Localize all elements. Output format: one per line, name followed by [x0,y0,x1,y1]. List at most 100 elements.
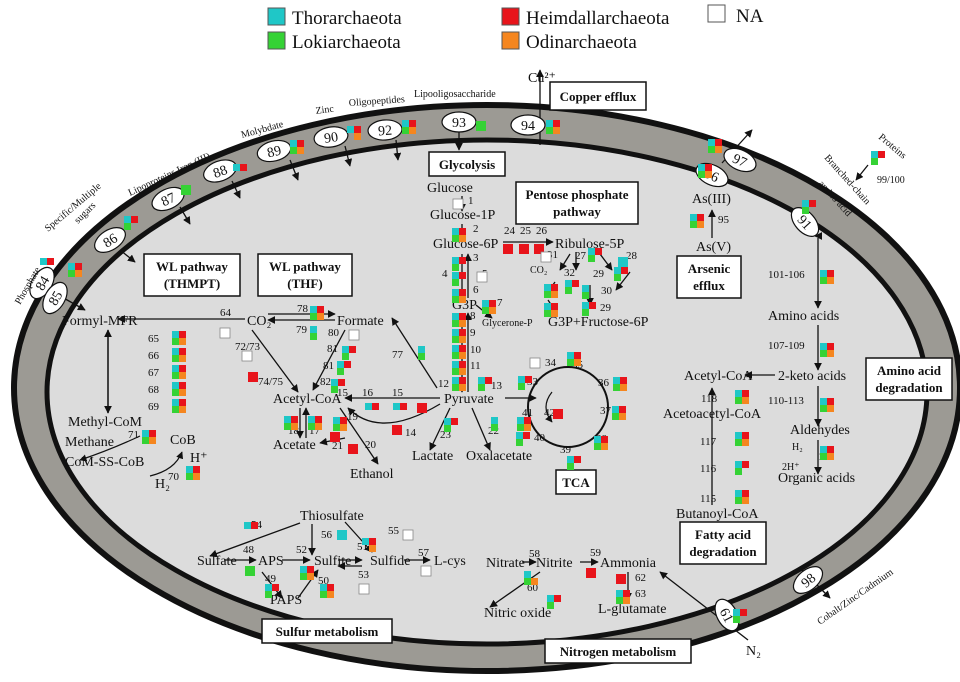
gene-presence-marker [393,403,407,410]
gene-presence-marker [594,436,608,450]
reaction-number: 67 [148,367,160,379]
metabolite-co_small: CO₂ [530,265,547,276]
gene-presence-marker [444,418,458,432]
transporter-id: 86 [101,231,121,251]
substrate-lipooligo: Lipooligosaccharide [414,89,496,100]
gene-presence-marker [820,446,834,460]
box-wl-thf: WL pathway (THF) [257,253,353,297]
reaction-number: 19 [347,411,359,423]
gene-presence-marker [586,568,596,578]
reaction-arrow [545,391,553,423]
reaction-number: 30 [601,285,613,297]
gene-presence-marker [362,538,376,552]
gene-presence-marker [452,313,466,327]
reaction-arrow [209,522,301,558]
reaction-number: 115 [700,493,717,505]
metabolite-ribulose5p: Ribulose-5P [555,237,624,252]
gene-presence-marker [517,417,531,431]
gene-presence-marker [735,461,749,475]
gene-presence-marker [124,216,138,230]
box-label: Nitrogen metabolism [560,644,677,659]
box-label: Pentose phosphate [526,187,629,202]
gene-presence-marker [452,345,466,359]
gene-presence-marker [310,326,317,340]
reaction-number: 2 [473,223,479,235]
reaction-number: 81 [323,360,334,372]
metabolite-butanoyl: Butanoyl-CoA [676,507,759,522]
box-label: efflux [693,278,725,293]
box-label: WL pathway [269,259,341,274]
reaction-number: 20 [365,439,377,451]
legend-label: Odinarchaeota [526,32,637,53]
box-label: (THMPT) [164,276,220,291]
reaction-number: 42 [544,407,555,419]
metabolite-acetylcoa: Acetyl-CoA [273,392,342,407]
legend-swatch [501,31,520,50]
box-label: (THF) [287,276,322,291]
gene-presence-marker [546,120,560,134]
metabolite-methane: Methane [65,435,114,450]
box-label: TCA [562,475,590,490]
metabolite-sulfite: Sulfite [314,554,351,569]
transporter-90: 90 [313,126,349,148]
gene-presence-marker [544,284,558,298]
transporter-id: 97 [730,152,749,172]
reaction-number: 68 [148,384,160,396]
gene-presence-marker [330,432,340,442]
transporter-98: 98 [792,566,824,594]
gene-presence-marker [708,139,722,153]
legend-label: Lokiarchaeota [292,32,401,53]
box-pentose: Pentose phosphate pathway [515,181,639,225]
reaction-number: 78 [297,303,309,315]
metabolite-formate: Formate [337,314,384,329]
box-nitrogen: Nitrogen metabolism [544,638,692,664]
reaction-arrow [231,180,241,199]
metabolite-as5: As(V) [696,240,731,255]
reaction-number: 49 [265,573,277,585]
gene-presence-marker [452,377,466,391]
gene-presence-marker [588,248,602,262]
gene-presence-marker [540,251,552,263]
gene-presence-marker [519,244,529,254]
gene-presence-marker [420,565,432,577]
reaction-number: 29 [593,268,605,280]
metabolite-glucose1p: Glucose-1P [430,208,496,223]
legend-swatch [501,7,520,26]
reaction-number: 25 [520,225,532,237]
gene-presence-marker [567,456,581,470]
gene-presence-marker [172,348,186,362]
gene-presence-marker [290,140,304,154]
metabolite-hplus: H⁺ [190,451,208,466]
box-tca: TCA [555,469,597,495]
gene-presence-marker [265,584,279,598]
gene-presence-marker [613,377,627,391]
gene-presence-marker [529,357,541,369]
box-label: Amino acid [877,363,942,378]
gene-presence-marker [690,214,704,228]
metabolite-ethanol: Ethanol [350,467,394,482]
reaction-number: 116 [700,463,717,475]
gene-presence-marker [40,258,54,265]
gene-presence-marker [871,151,885,165]
transporter-id: 84 [33,274,53,294]
gene-presence-marker [348,329,360,341]
reaction-number: 21 [332,440,343,452]
transporter-id: 61 [716,606,736,625]
reaction-number: 107-109 [768,340,805,352]
gene-presence-marker [245,566,255,576]
gene-presence-marker [452,272,466,286]
reaction-number: 11 [470,360,481,372]
gene-presence-marker [452,198,464,210]
reaction-number: 31 [547,249,558,261]
reaction-arrow [344,145,353,167]
gene-presence-marker [582,302,596,316]
gene-presence-marker [820,398,834,412]
reaction-arrow [393,139,402,161]
box-sulfur: Sulfur metabolism [261,618,393,644]
gene-presence-marker [333,417,347,431]
reaction-number: 4 [442,268,448,280]
transporter-89: 89 [256,139,292,163]
gene-presence-marker [347,126,361,140]
reaction-number: 39 [560,444,572,456]
